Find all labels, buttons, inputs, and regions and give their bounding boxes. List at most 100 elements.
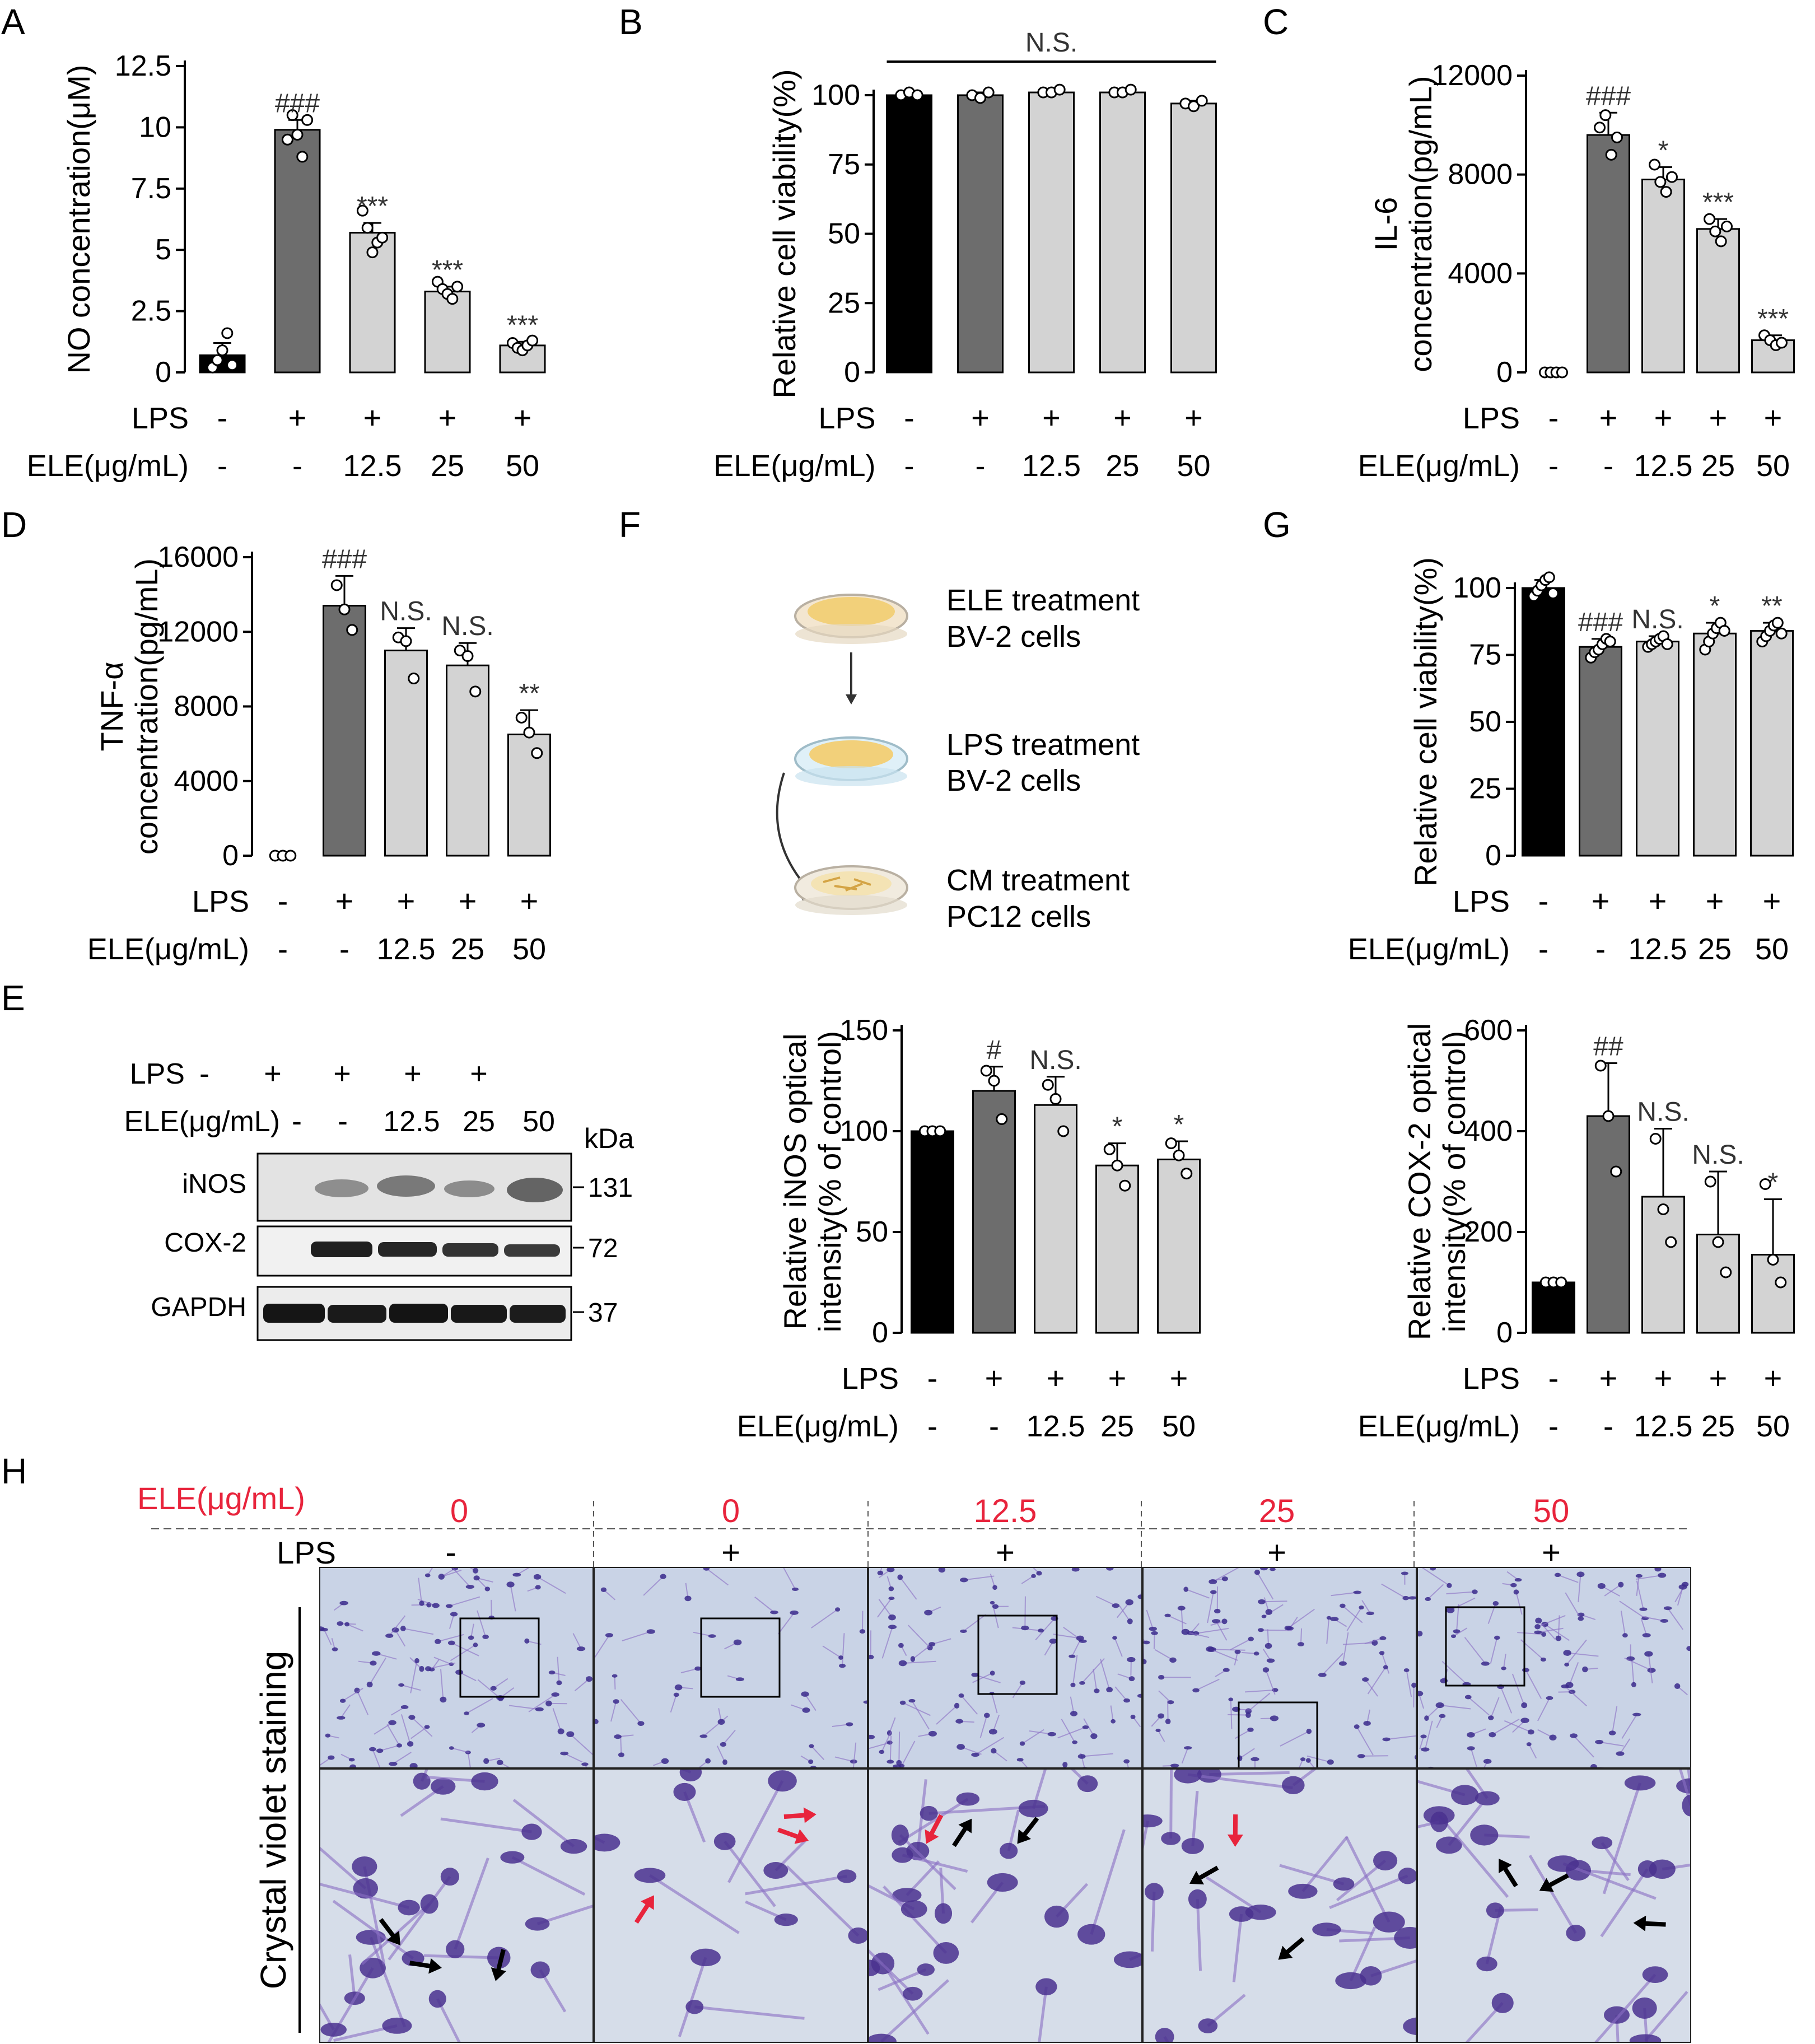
arrow-icon [1017, 1817, 1039, 1844]
panel-label-d: D [1, 505, 27, 545]
data-point [1165, 1137, 1177, 1150]
ele-row-label: ELE(μg/mL) [713, 449, 875, 483]
bar [1099, 91, 1146, 374]
bar [1636, 641, 1679, 857]
y-tick-label: 400 [1464, 1115, 1513, 1147]
lps-value: + [1113, 400, 1132, 435]
lps-value: - [1548, 1360, 1559, 1396]
ele-value: 25 [451, 932, 484, 966]
workflow-schematic: ELE treatment BV-2 cells LPS treatment B… [762, 571, 1210, 934]
ele-row-label: ELE(μg/mL) [1348, 932, 1510, 966]
blot-lps-2: + [333, 1057, 351, 1090]
schematic-step2-line2: BV-2 cells [946, 764, 1081, 797]
ele-value: 12.5 [376, 932, 435, 966]
ele-row-label: ELE(μg/mL) [87, 932, 249, 966]
panel-label-c: C [1263, 2, 1289, 42]
data-point [1125, 83, 1137, 96]
significance-label: ### [275, 88, 320, 118]
ele-value: 50 [512, 932, 546, 966]
schematic-step3-line2: PC12 cells [946, 900, 1091, 930]
panel-label-g: G [1263, 505, 1291, 545]
data-point [1111, 1159, 1123, 1172]
y-tick-label: 10 [139, 111, 171, 143]
bar [1641, 1196, 1685, 1334]
blot-ele-4: 50 [522, 1105, 555, 1138]
y-tick-label: 12000 [1431, 59, 1513, 92]
y-axis-label: intensity(% of control) [1436, 1031, 1472, 1332]
blot-ele-3: 25 [463, 1105, 495, 1138]
ele-value: - [292, 449, 302, 483]
chart-f-inos: 0 50 100 150 Relative iNOS optical intensity(… [737, 1014, 1201, 1443]
data-point [451, 281, 464, 293]
micrograph-zoom [1142, 1768, 1417, 2043]
data-point [988, 1075, 1000, 1087]
micrograph-overview [319, 1567, 594, 1768]
data-point [1173, 1149, 1185, 1161]
data-point [1594, 122, 1606, 134]
arrow-icon [1189, 1865, 1219, 1885]
blot-kda-inos: 131 [588, 1173, 633, 1203]
data-point [281, 133, 293, 146]
data-point [284, 850, 297, 862]
micrograph-header: ELE(μg/mL) 0 0 12.5 25 50 LPS - + + + + [137, 1481, 1691, 1574]
micrograph-overview [1417, 1567, 1691, 1768]
data-point [1665, 1236, 1677, 1248]
data-point [934, 1125, 946, 1137]
significance-label: * [1174, 1110, 1184, 1140]
data-point [974, 92, 986, 104]
y-tick-label: 8000 [174, 690, 239, 723]
ele-value: 12.5 [1022, 449, 1081, 483]
petri-dish-icon [794, 865, 908, 915]
ele-value: - [1548, 1410, 1559, 1443]
arrow-icon [1539, 1873, 1569, 1892]
data-point [1196, 95, 1208, 107]
significance-label: ### [1578, 608, 1623, 637]
data-point [1715, 235, 1727, 248]
significance-label: *** [1757, 304, 1789, 334]
ele-value: 25 [1701, 1410, 1735, 1443]
data-point [531, 747, 543, 759]
data-point [1657, 1203, 1669, 1215]
data-point [221, 327, 234, 339]
data-point [461, 650, 474, 662]
bar [957, 94, 1004, 374]
data-point [226, 359, 239, 371]
arrow-icon [491, 1949, 506, 1981]
bar [1157, 1158, 1201, 1334]
y-tick-label: 0 [1496, 1317, 1513, 1349]
ele-value: 25 [431, 449, 464, 483]
data-point [301, 114, 314, 126]
y-tick-label: 2.5 [131, 295, 171, 328]
ele-value: - [927, 1410, 937, 1443]
bar [1028, 91, 1075, 374]
bar [972, 1090, 1016, 1334]
blot-kda-cox2: 72 [588, 1234, 618, 1263]
data-point [1649, 1133, 1662, 1145]
y-tick-label: 150 [839, 1014, 888, 1047]
y-tick-label: 75 [828, 148, 860, 181]
significance-label: N.S. [1631, 605, 1683, 634]
y-tick-label: 50 [828, 218, 860, 250]
blot-kda-gapdh: 37 [588, 1298, 618, 1328]
data-point [1665, 171, 1678, 183]
arrow-down-icon [846, 694, 857, 704]
y-tick-label: 0 [155, 356, 171, 389]
data-point [1709, 225, 1721, 237]
significance-label: * [1112, 1112, 1123, 1142]
lps-value: + [985, 1360, 1004, 1396]
data-point [1771, 617, 1784, 629]
h-lps-2: + [996, 1534, 1015, 1571]
blot-ele-label: ELE(μg/mL) [124, 1105, 280, 1138]
bar [1696, 1234, 1740, 1334]
arrow-icon [1227, 1814, 1243, 1847]
y-axis-label: concentration(pg/mL) [1403, 76, 1438, 372]
bar [1587, 1115, 1630, 1334]
panel-label-e: E [1, 978, 25, 1018]
significance-label: ### [322, 544, 367, 574]
lps-value: + [1764, 1360, 1783, 1396]
panel-label-b: B [619, 2, 643, 42]
y-tick-label: 600 [1464, 1014, 1513, 1047]
lps-value: + [1592, 883, 1610, 918]
schematic-step3-line1: CM treatment [946, 864, 1130, 897]
ele-value: 50 [1756, 1410, 1790, 1443]
